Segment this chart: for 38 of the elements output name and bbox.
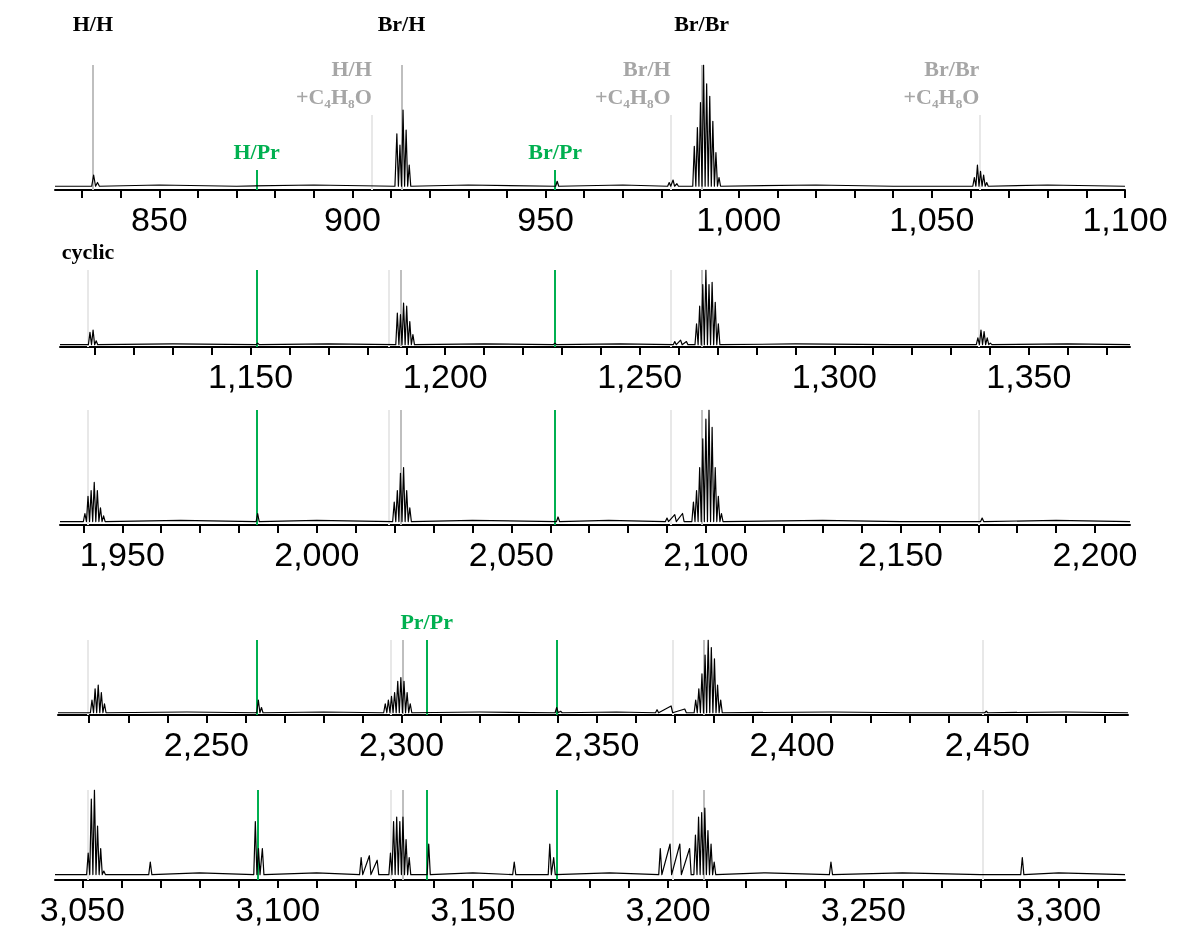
x-tick-label: 2,050 <box>468 535 554 573</box>
ref-line-label: Pr/Pr <box>400 608 454 634</box>
x-tick-label: 2,300 <box>359 725 445 763</box>
x-tick-label: 2,000 <box>274 535 360 573</box>
x-tick-label: 2,350 <box>554 725 640 763</box>
x-tick-label: 2,250 <box>163 725 249 763</box>
x-tick-label: 3,150 <box>430 890 516 928</box>
x-tick-label: 2,100 <box>663 535 749 573</box>
ref-line-label: Br/Br +C₄H₈O <box>903 55 980 109</box>
x-tick-label: 3,300 <box>1016 890 1102 928</box>
x-tick-label: 950 <box>517 200 574 238</box>
ref-line-label: Br/H +C₄H₈O <box>594 55 671 109</box>
x-tick-label: 1,150 <box>208 357 294 395</box>
ref-line-label: H/Pr <box>233 138 281 164</box>
x-tick-label: 2,200 <box>1052 535 1138 573</box>
x-tick-label: 2,450 <box>944 725 1030 763</box>
x-tick-label: 1,000 <box>696 200 782 238</box>
x-tick-label: 1,050 <box>889 200 975 238</box>
x-tick-label: 900 <box>324 200 381 238</box>
x-tick-label: 3,050 <box>39 890 125 928</box>
ref-line-label: cyclic <box>61 238 115 264</box>
x-tick-label: 2,150 <box>857 535 943 573</box>
ref-line-label: H/H <box>72 10 114 36</box>
x-tick-label: 3,200 <box>625 890 711 928</box>
x-tick-label: 1,300 <box>791 357 877 395</box>
x-tick-label: 1,950 <box>79 535 165 573</box>
x-tick-label: 1,200 <box>402 357 488 395</box>
x-tick-label: 3,250 <box>820 890 906 928</box>
x-tick-label: 1,350 <box>986 357 1072 395</box>
x-tick-label: 3,100 <box>235 890 321 928</box>
ref-line-label: Br/H <box>377 10 426 36</box>
ref-line-label: Br/Pr <box>528 138 583 164</box>
x-tick-label: 1,100 <box>1082 200 1168 238</box>
ref-line-label: H/H +C₄H₈O <box>295 55 372 109</box>
ref-line-label: Br/Br <box>674 10 730 36</box>
x-tick-label: 850 <box>130 200 188 238</box>
x-tick-label: 1,250 <box>597 357 683 395</box>
x-tick-label: 2,400 <box>749 725 835 763</box>
